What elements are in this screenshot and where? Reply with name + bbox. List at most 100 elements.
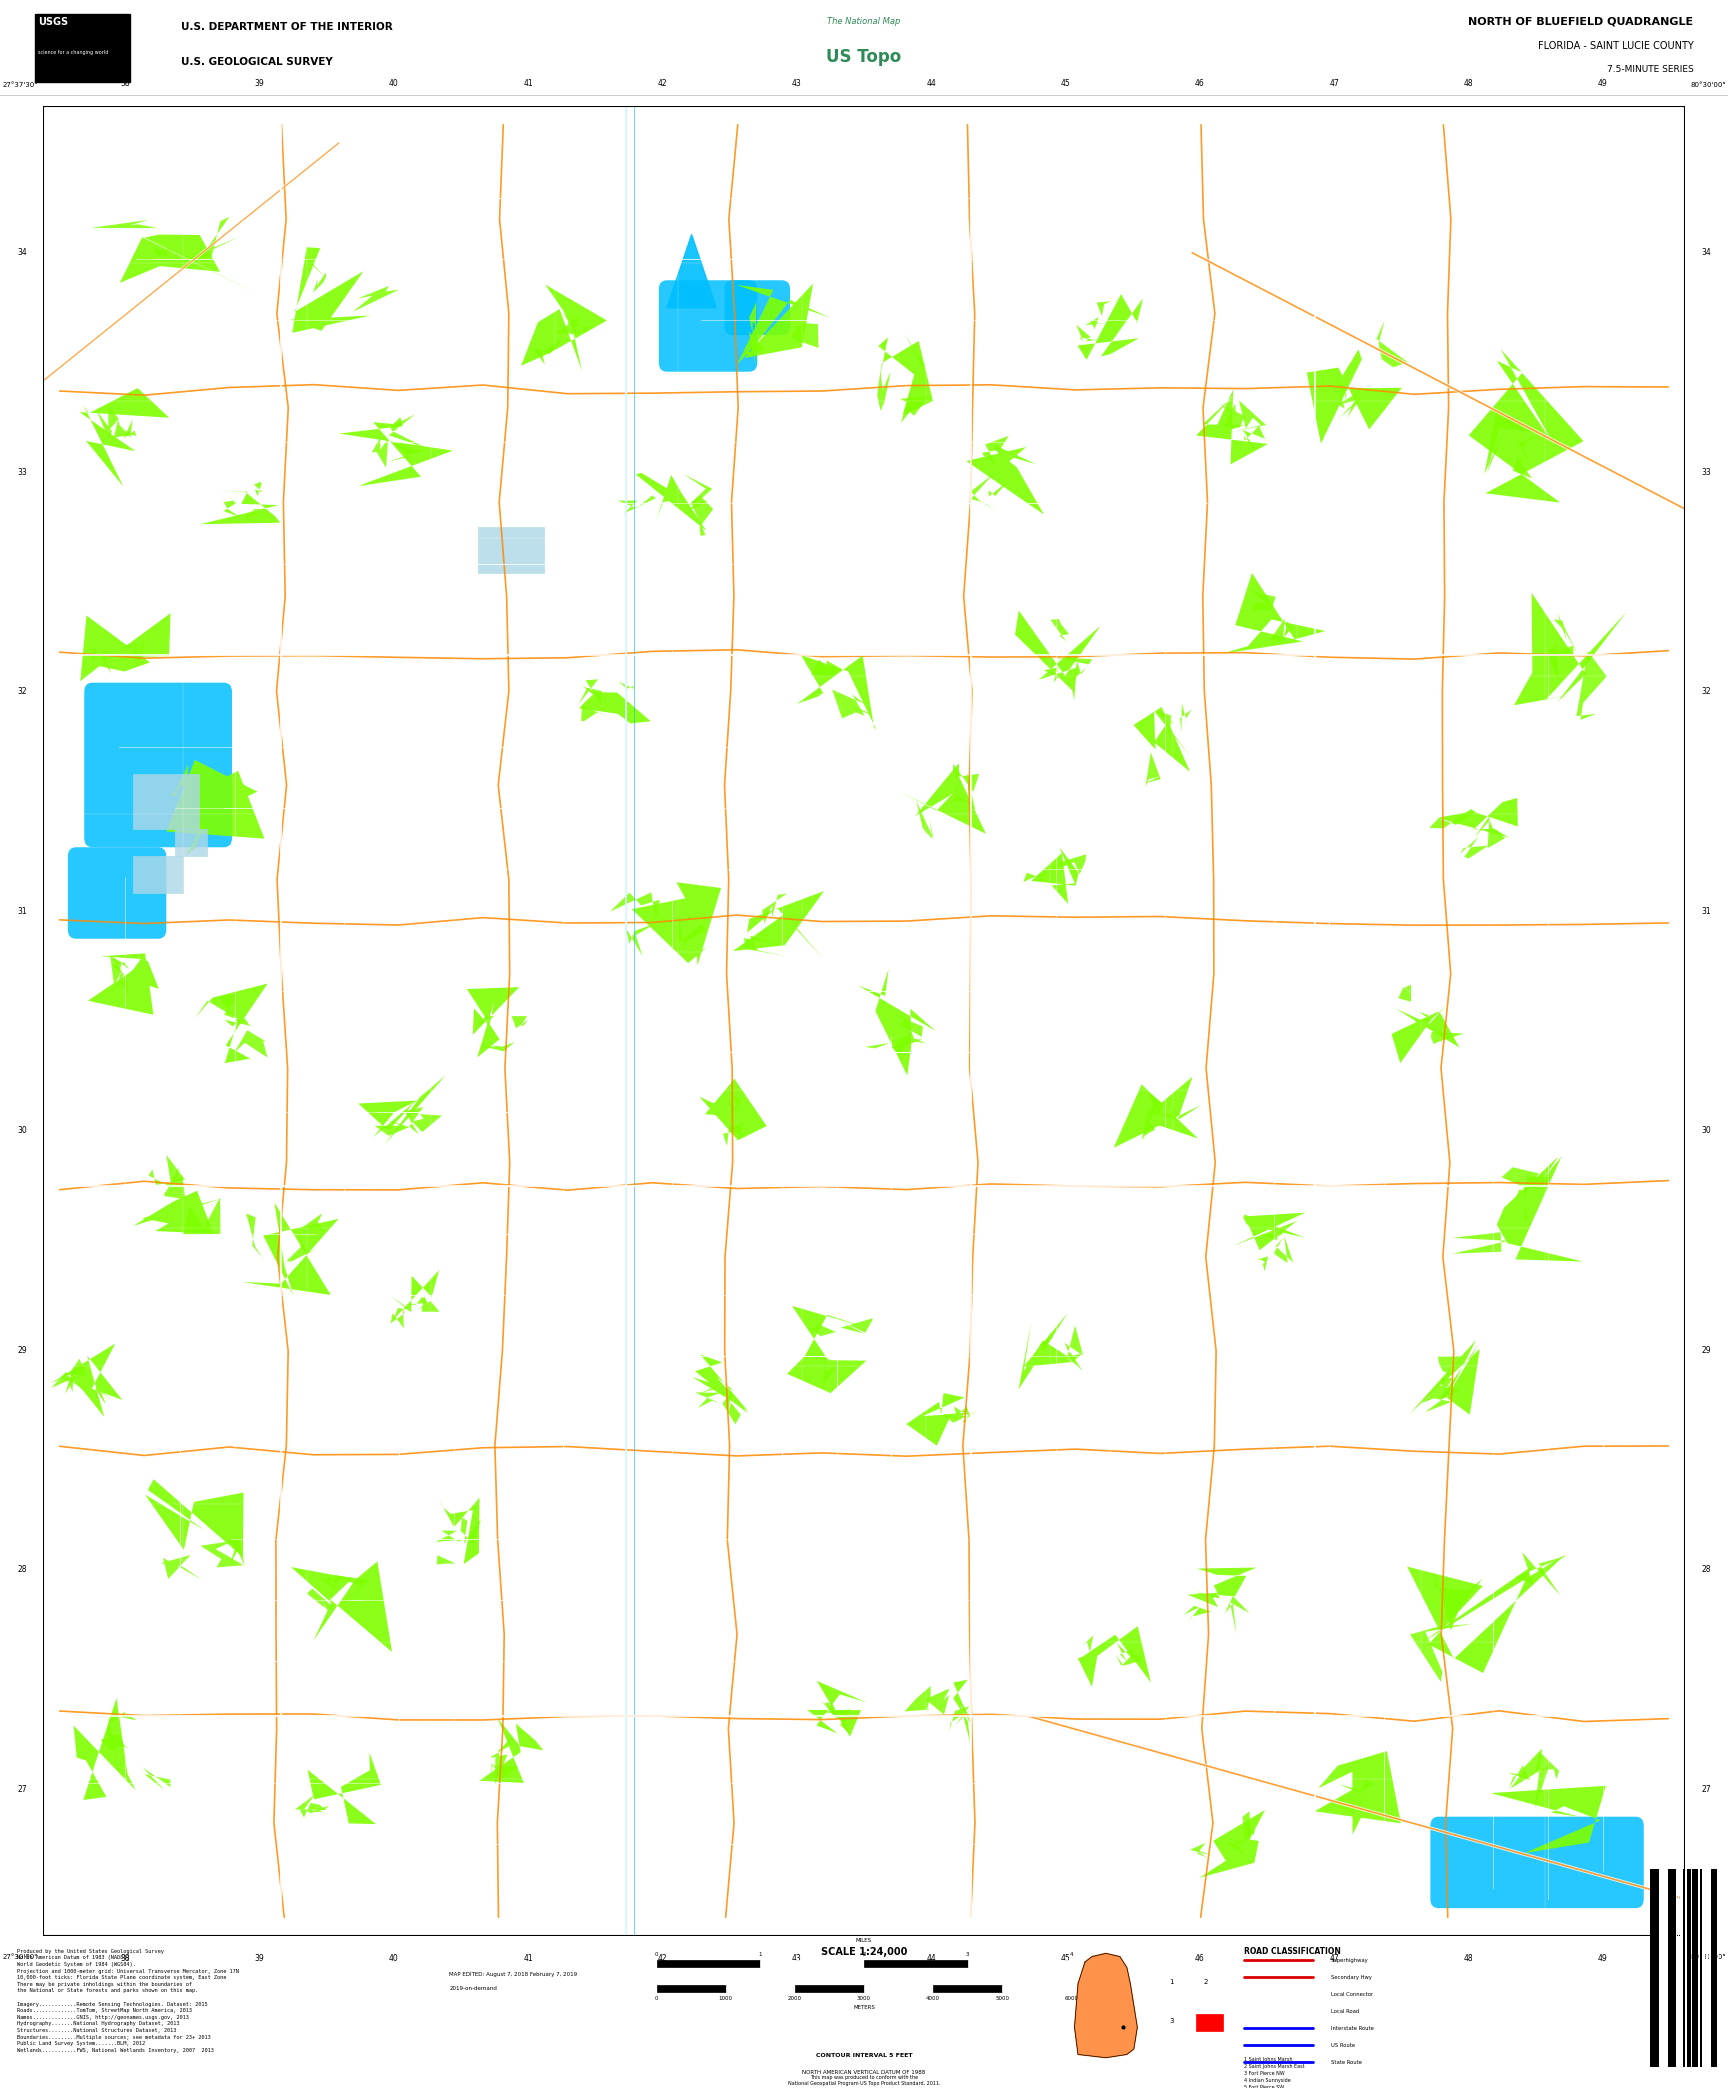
Polygon shape (1115, 1077, 1201, 1148)
Bar (1714, 1869, 1716, 2067)
Bar (1702, 1869, 1704, 2067)
Text: 33: 33 (17, 468, 28, 476)
Text: 0: 0 (655, 1952, 658, 1956)
Polygon shape (1398, 986, 1419, 1002)
Polygon shape (1187, 1589, 1218, 1608)
Polygon shape (1474, 816, 1505, 848)
Polygon shape (1502, 1167, 1540, 1201)
Polygon shape (563, 313, 591, 332)
Polygon shape (131, 641, 143, 662)
Polygon shape (807, 1681, 866, 1737)
Polygon shape (1223, 1837, 1246, 1854)
Polygon shape (1510, 1748, 1550, 1808)
FancyBboxPatch shape (67, 848, 166, 940)
Bar (1692, 1869, 1693, 2067)
Text: 43: 43 (791, 79, 802, 88)
Polygon shape (467, 988, 518, 1057)
Bar (1683, 1869, 1685, 2067)
Text: 39: 39 (254, 79, 264, 88)
Polygon shape (1339, 1779, 1372, 1802)
Polygon shape (890, 1013, 923, 1038)
Polygon shape (632, 883, 721, 965)
Polygon shape (491, 1762, 518, 1779)
Bar (1681, 1869, 1683, 2067)
Polygon shape (1184, 1606, 1211, 1622)
Text: 0: 0 (655, 1996, 658, 2002)
Polygon shape (859, 969, 937, 1075)
Text: 39: 39 (254, 1954, 264, 1963)
Polygon shape (124, 420, 137, 438)
Polygon shape (304, 255, 325, 278)
Polygon shape (1553, 612, 1578, 654)
Polygon shape (1044, 647, 1063, 683)
Polygon shape (971, 474, 995, 509)
Polygon shape (313, 271, 327, 292)
Text: Local Connector: Local Connector (1331, 1992, 1372, 1996)
Polygon shape (1512, 457, 1533, 478)
Polygon shape (480, 1011, 494, 1025)
Polygon shape (1023, 873, 1049, 881)
Polygon shape (579, 679, 601, 704)
Text: 28: 28 (1700, 1566, 1711, 1574)
Polygon shape (1142, 1109, 1156, 1140)
Text: 2000: 2000 (788, 1996, 802, 2002)
Polygon shape (145, 1478, 244, 1558)
Polygon shape (698, 1386, 721, 1395)
Text: 42: 42 (658, 1954, 667, 1963)
Polygon shape (1270, 618, 1291, 647)
Polygon shape (1438, 1357, 1462, 1376)
Polygon shape (1253, 591, 1275, 610)
Polygon shape (95, 1389, 119, 1405)
Polygon shape (1078, 1627, 1151, 1687)
Bar (864, 1986, 933, 1992)
Polygon shape (302, 1213, 325, 1232)
Polygon shape (200, 491, 280, 524)
Text: 3: 3 (966, 1952, 969, 1956)
Polygon shape (1260, 1226, 1284, 1242)
Polygon shape (479, 1042, 515, 1052)
Text: U.S. GEOLOGICAL SURVEY: U.S. GEOLOGICAL SURVEY (181, 58, 334, 67)
Polygon shape (200, 1541, 244, 1568)
Polygon shape (788, 1305, 869, 1393)
Polygon shape (581, 706, 612, 720)
Text: 29: 29 (17, 1347, 28, 1355)
Polygon shape (745, 935, 785, 956)
Text: 49: 49 (1598, 1954, 1607, 1963)
Bar (1666, 1869, 1668, 2067)
Text: 4000: 4000 (926, 1996, 940, 2002)
Polygon shape (171, 764, 190, 800)
FancyBboxPatch shape (658, 280, 757, 372)
Polygon shape (736, 284, 831, 363)
Text: SCALE 1:24,000: SCALE 1:24,000 (821, 1948, 907, 1956)
Polygon shape (812, 660, 842, 677)
Text: 2: 2 (1204, 1979, 1208, 1986)
Polygon shape (1018, 1313, 1071, 1389)
Polygon shape (733, 892, 824, 958)
Polygon shape (762, 894, 786, 923)
Polygon shape (195, 983, 268, 1063)
Bar (1700, 1869, 1702, 2067)
Polygon shape (962, 1411, 976, 1422)
Polygon shape (556, 317, 579, 336)
Polygon shape (1429, 808, 1476, 829)
Polygon shape (180, 217, 240, 261)
Polygon shape (1014, 610, 1101, 702)
Text: 38: 38 (121, 1954, 130, 1963)
Polygon shape (677, 915, 705, 948)
Polygon shape (924, 1689, 949, 1714)
Polygon shape (988, 482, 1006, 497)
Bar (1687, 1869, 1688, 2067)
Text: Produced by the United States Geological Survey
North American Datum of 1983 (NA: Produced by the United States Geological… (17, 1948, 238, 2053)
Text: 3000: 3000 (857, 1996, 871, 2002)
Bar (1712, 1869, 1716, 2067)
Polygon shape (1514, 593, 1626, 706)
Bar (1711, 1869, 1712, 2067)
Polygon shape (290, 1562, 392, 1652)
Polygon shape (700, 1079, 767, 1140)
Bar (1673, 1869, 1674, 2067)
Polygon shape (1194, 1568, 1256, 1597)
Polygon shape (1346, 1789, 1365, 1806)
Polygon shape (1116, 1654, 1142, 1666)
Polygon shape (1484, 411, 1543, 474)
Polygon shape (1191, 1844, 1213, 1858)
